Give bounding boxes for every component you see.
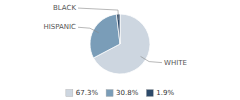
pie-slice bbox=[90, 14, 120, 58]
legend-swatch bbox=[146, 90, 153, 97]
slice-label: HISPANIC bbox=[43, 23, 76, 31]
legend-swatch bbox=[66, 90, 73, 97]
slice-label: BLACK bbox=[53, 4, 76, 12]
leader-line bbox=[78, 27, 99, 33]
legend: 67.3% 30.8% 1.9% bbox=[66, 89, 175, 97]
slice-label: WHITE bbox=[164, 59, 187, 67]
legend-label: 30.8% bbox=[116, 89, 139, 97]
leader-line bbox=[141, 56, 162, 62]
legend-label: 67.3% bbox=[76, 89, 99, 97]
legend-label: 1.9% bbox=[156, 89, 174, 97]
slice-labels: WHITE HISPANIC BLACK bbox=[43, 4, 186, 67]
legend-swatch bbox=[106, 90, 113, 97]
pie bbox=[90, 14, 150, 74]
chart: WHITE HISPANIC BLACK 67.3% 30.8% 1.9% bbox=[0, 0, 240, 100]
leader-line bbox=[78, 8, 119, 20]
